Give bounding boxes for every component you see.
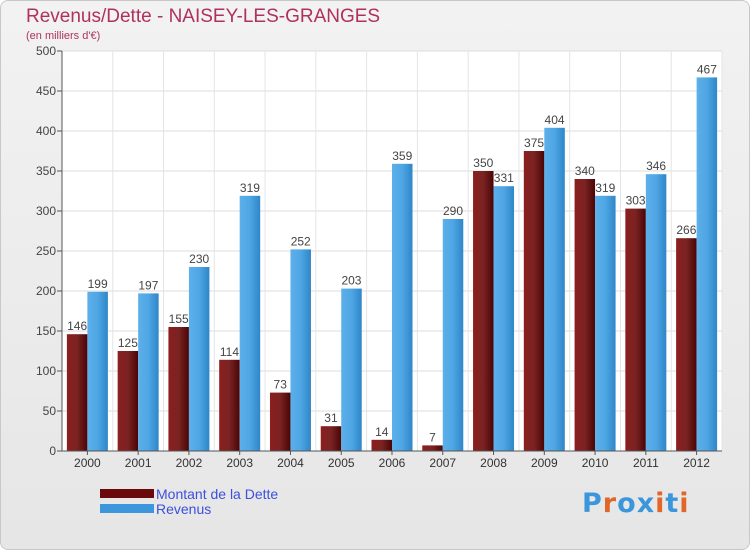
chart-title: Revenus/Dette - NAISEY-LES-GRANGES (26, 6, 381, 27)
bar-revenus (595, 195, 616, 451)
data-label-debt: 155 (169, 312, 189, 326)
y-tick-label: 450 (36, 84, 56, 98)
bar-revenus (392, 163, 413, 452)
logo-letter: t (665, 488, 680, 519)
y-tick-label: 50 (43, 404, 57, 418)
data-label-debt: 125 (118, 336, 138, 350)
bar-debt (117, 351, 139, 451)
logo-letter: i (655, 488, 666, 519)
y-tick-label: 400 (36, 124, 56, 138)
y-tick-label: 200 (36, 284, 56, 298)
bar-debt (676, 238, 697, 451)
bar-debt (473, 171, 494, 451)
data-label-debt: 266 (676, 223, 696, 237)
logo-letter: P (582, 488, 603, 519)
bar-revenus (544, 127, 565, 452)
y-tick-label: 0 (49, 444, 56, 458)
data-label-revenus: 346 (646, 159, 666, 173)
data-label-debt: 14 (375, 425, 389, 439)
data-label-debt: 7 (429, 430, 436, 444)
x-tick-label: 2011 (633, 456, 659, 470)
y-tick-label: 150 (36, 324, 56, 338)
y-tick-label: 250 (36, 244, 56, 258)
x-tick-label: 2004 (277, 456, 304, 470)
logo-letter: r (602, 488, 618, 519)
data-label-debt: 73 (274, 378, 288, 392)
legend: Montant de la Dette Revenus (100, 485, 279, 517)
legend-label-revenus: Revenus (156, 500, 212, 517)
x-tick-label: 2000 (74, 456, 101, 470)
x-tick-label: 2009 (531, 456, 558, 470)
bar-revenus (239, 195, 261, 451)
bar-revenus (188, 267, 210, 451)
data-label-debt: 350 (473, 156, 493, 170)
data-label-debt: 146 (67, 319, 87, 333)
bar-revenus (493, 186, 515, 451)
y-tick-label: 100 (36, 364, 56, 378)
bar-revenus (138, 293, 159, 451)
bar-revenus (696, 77, 718, 452)
data-label-revenus: 197 (138, 278, 158, 292)
x-tick-label: 2008 (480, 456, 507, 470)
data-label-revenus: 319 (595, 181, 615, 195)
bar-debt (269, 392, 291, 451)
data-label-revenus: 404 (545, 113, 565, 127)
bar-revenus (645, 174, 667, 451)
x-tick-label: 2007 (429, 456, 456, 470)
bar-debt (371, 439, 392, 451)
data-label-debt: 303 (626, 194, 646, 208)
legend-swatch-debt (100, 489, 154, 498)
data-label-revenus: 319 (240, 181, 260, 195)
x-tick-label: 2006 (379, 456, 406, 470)
y-tick-label: 500 (36, 44, 56, 58)
legend-item-revenus: Revenus (100, 500, 278, 517)
x-tick-label: 2003 (226, 456, 253, 470)
data-label-debt: 340 (575, 164, 595, 178)
data-label-debt: 375 (524, 136, 544, 150)
bar-debt (523, 151, 545, 451)
legend-label-debt: Montant de la Dette (156, 485, 279, 502)
x-tick-label: 2001 (125, 456, 152, 470)
x-tick-label: 2012 (683, 456, 710, 470)
bar-revenus (442, 219, 464, 451)
bar-revenus (341, 288, 362, 451)
data-label-revenus: 290 (443, 204, 463, 218)
data-label-revenus: 252 (291, 234, 311, 248)
bar-debt (320, 426, 342, 451)
data-label-revenus: 467 (697, 62, 717, 76)
legend-swatch-revenus (100, 504, 154, 513)
legend-item-debt: Montant de la Dette (100, 485, 279, 502)
bar-debt (168, 327, 189, 451)
bar-debt (422, 445, 443, 451)
bar-revenus (290, 249, 311, 451)
proxiti-logo: Proxiti (582, 488, 690, 519)
bar-debt (625, 208, 646, 451)
data-label-debt: 114 (220, 345, 239, 359)
bar-debt (66, 334, 88, 451)
y-tick-label: 350 (36, 164, 56, 178)
data-label-revenus: 359 (392, 149, 412, 163)
data-label-debt: 31 (324, 411, 338, 425)
data-label-revenus: 203 (341, 274, 361, 288)
x-tick-label: 2005 (328, 456, 355, 470)
x-tick-label: 2002 (176, 456, 203, 470)
x-tick-label: 2010 (582, 456, 609, 470)
data-label-revenus: 230 (189, 252, 209, 266)
bar-debt (219, 359, 240, 451)
bar-debt (574, 179, 596, 451)
data-label-revenus: 199 (88, 277, 108, 291)
y-tick-label: 300 (36, 204, 56, 218)
bar-revenus (87, 291, 108, 451)
logo-letter: o (617, 488, 637, 519)
logo-letter: x (636, 488, 656, 519)
chart-subtitle: (en milliers d'€) (26, 30, 101, 42)
logo-letter: i (679, 488, 690, 519)
data-label-revenus: 331 (494, 171, 514, 185)
